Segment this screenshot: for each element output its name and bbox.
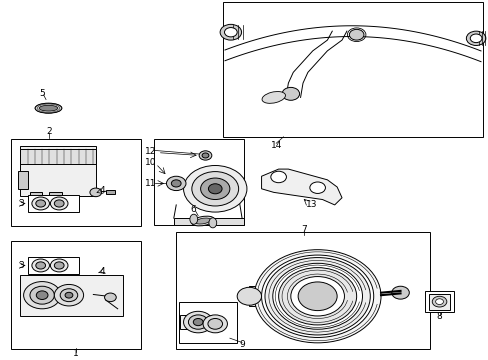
Bar [249, 286, 259, 306]
Circle shape [466, 31, 485, 45]
Circle shape [54, 200, 64, 207]
Circle shape [254, 250, 380, 343]
Ellipse shape [431, 296, 446, 307]
Ellipse shape [189, 214, 197, 224]
Circle shape [50, 259, 68, 272]
Bar [428, 294, 449, 310]
Text: 2: 2 [46, 127, 52, 136]
Circle shape [220, 24, 241, 40]
Circle shape [202, 153, 208, 158]
Circle shape [264, 257, 369, 335]
Text: 3: 3 [18, 199, 23, 208]
Bar [11, 242, 141, 349]
Bar [20, 146, 96, 196]
Bar [27, 195, 79, 212]
Bar [11, 139, 141, 226]
Circle shape [171, 180, 181, 187]
Bar [20, 149, 96, 164]
Ellipse shape [208, 218, 216, 228]
Text: 11: 11 [145, 179, 156, 188]
Text: 3: 3 [18, 261, 23, 270]
Text: 4: 4 [99, 267, 105, 276]
Circle shape [32, 197, 49, 210]
Circle shape [199, 151, 211, 160]
Circle shape [290, 276, 344, 316]
Ellipse shape [435, 299, 443, 305]
Circle shape [282, 87, 299, 100]
Circle shape [191, 172, 238, 206]
Circle shape [298, 282, 336, 311]
Circle shape [36, 200, 45, 207]
Circle shape [65, 292, 73, 298]
Text: 12: 12 [145, 147, 156, 156]
Polygon shape [261, 169, 341, 205]
Circle shape [36, 262, 45, 269]
Bar [173, 218, 244, 225]
Bar [180, 315, 211, 329]
Bar [30, 192, 42, 198]
Circle shape [188, 315, 207, 329]
Circle shape [193, 319, 203, 326]
Text: 8: 8 [436, 312, 442, 321]
Circle shape [54, 284, 83, 306]
Ellipse shape [35, 103, 62, 113]
Text: 6: 6 [190, 205, 196, 214]
Ellipse shape [195, 218, 210, 224]
Circle shape [183, 166, 246, 212]
Text: 10: 10 [145, 158, 156, 167]
Bar [222, 3, 483, 137]
Bar [424, 291, 453, 312]
Circle shape [200, 178, 229, 199]
Circle shape [469, 34, 481, 42]
Text: 14: 14 [270, 141, 281, 150]
Ellipse shape [262, 91, 285, 103]
Circle shape [270, 171, 286, 183]
Circle shape [54, 262, 64, 269]
Text: 4: 4 [99, 186, 105, 195]
Circle shape [183, 311, 212, 333]
Circle shape [203, 315, 227, 333]
Bar [18, 171, 27, 189]
Circle shape [261, 255, 373, 337]
Circle shape [278, 267, 356, 325]
Bar [49, 192, 61, 198]
Circle shape [224, 28, 237, 37]
Circle shape [391, 286, 408, 299]
Bar [176, 233, 429, 349]
Circle shape [90, 188, 102, 197]
Text: 1: 1 [73, 349, 79, 358]
Circle shape [207, 319, 222, 329]
Text: 5: 5 [39, 89, 45, 98]
Circle shape [104, 293, 116, 302]
Circle shape [309, 182, 325, 193]
Bar [105, 190, 115, 194]
Text: 13: 13 [305, 200, 317, 209]
Bar [154, 139, 244, 225]
Circle shape [32, 259, 49, 272]
Bar [178, 302, 237, 343]
Bar [20, 275, 122, 316]
Circle shape [166, 176, 185, 190]
Circle shape [208, 184, 222, 194]
Ellipse shape [191, 216, 214, 226]
Circle shape [272, 263, 362, 329]
Circle shape [50, 197, 68, 210]
Ellipse shape [39, 105, 58, 111]
Text: 9: 9 [239, 340, 244, 349]
Circle shape [60, 289, 78, 302]
Bar [27, 257, 79, 274]
Circle shape [237, 287, 261, 305]
Circle shape [36, 291, 48, 300]
Circle shape [30, 286, 54, 304]
Text: 7: 7 [301, 225, 307, 234]
Circle shape [348, 30, 363, 40]
Circle shape [23, 282, 61, 309]
